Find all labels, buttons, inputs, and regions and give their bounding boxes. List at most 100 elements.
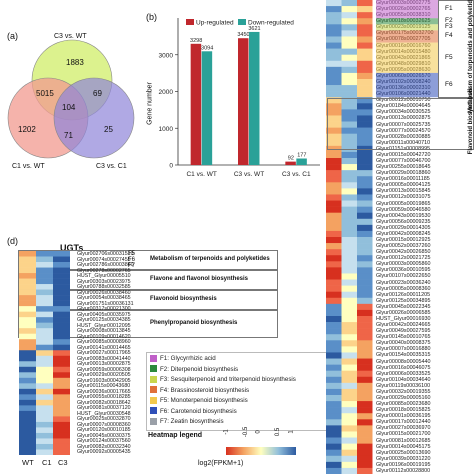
- ugt-gene-label: Glyur00303s00023975: [77, 278, 131, 285]
- heatmap-cell: [19, 306, 36, 312]
- heatmap-cell: [326, 164, 342, 171]
- right-box-flavonoid: [327, 98, 474, 150]
- heatmap-cell: [341, 164, 357, 171]
- venn-diagram: [7, 39, 135, 159]
- right-gene-label: Glyur00059s00046580: [376, 206, 431, 213]
- right-gene-label: Glyur00042s00026850: [376, 249, 431, 256]
- heatmap-cell: [36, 295, 53, 301]
- right-gene-label: Glyur00015s00012925: [376, 237, 431, 243]
- heatmap-cell: [341, 200, 357, 207]
- heatmap-cell: [19, 278, 36, 285]
- heatmap-cell: [341, 419, 357, 426]
- group-label-terpenoids: Metabolism of terpenoids and polyketides: [150, 256, 270, 262]
- venn-count-c3wt-c3c1: 69: [93, 89, 102, 98]
- heatmap-cell: [326, 285, 342, 292]
- heatmap-cell: [53, 295, 70, 301]
- right-gene-label: Glyur00018s00015825: [376, 407, 431, 414]
- heatmap-cell: [341, 425, 357, 432]
- heatmap-cell: [341, 364, 357, 371]
- heatmap-cell: [36, 278, 53, 285]
- heatmap-cell: [53, 421, 70, 428]
- heatmap-cell: [19, 262, 36, 268]
- heatmap-cell: [53, 449, 70, 455]
- heatmap-cell: [357, 182, 373, 189]
- heatmap-cell: [53, 372, 70, 379]
- heatmap-cell: [326, 419, 342, 426]
- function-legend-tag: F2:: [160, 365, 171, 373]
- heatmap-cell: [36, 410, 53, 417]
- heatmap-legend-tick: -0.5: [242, 426, 249, 438]
- bar: [249, 31, 260, 165]
- heatmap-cell: [341, 328, 357, 335]
- heatmap-cell: [341, 376, 357, 384]
- heatmap-cell: [36, 311, 53, 318]
- heatmap-cell: [326, 24, 342, 31]
- heatmap-cell: [326, 158, 342, 165]
- bar: [190, 43, 202, 165]
- heatmap-cell: [36, 388, 53, 395]
- heatmap-cell: [326, 127, 342, 134]
- heatmap-cell: [19, 449, 36, 455]
- heatmap-cell: [326, 188, 342, 195]
- bar-value-label: 92: [288, 156, 294, 162]
- heatmap-cell: [357, 91, 373, 98]
- right-gene-label: Glyur00013s00015845: [376, 188, 431, 195]
- heatmap-cell: [36, 344, 53, 351]
- heatmap-cell: [53, 306, 70, 312]
- venn-count-only-c1wt: 1202: [18, 125, 36, 134]
- heatmap-cell: [326, 212, 342, 220]
- heatmap-cell: [341, 388, 357, 396]
- ugt-gene-label: Glyur00082s00018642: [77, 399, 131, 406]
- heatmap-cell: [326, 182, 342, 189]
- right-gene-label: Glyur00042s00008245: [376, 230, 431, 237]
- heatmap-cell: [36, 322, 53, 329]
- function-legend-label: Brassinosteroid biosynthesis: [170, 386, 250, 394]
- right-gene-label: Glyur00104s00034640: [376, 376, 431, 383]
- heatmap-cell: [341, 413, 357, 420]
- heatmap-cell: [357, 158, 373, 165]
- right-gene-label: Glyur00001s00036195: [376, 413, 431, 420]
- heatmap-cell: [53, 251, 70, 257]
- heatmap-cell: [341, 60, 357, 68]
- heatmap-cell: [19, 443, 36, 450]
- right-gene-label: Glyur00029s00005160: [376, 395, 431, 401]
- ugt-gene-label: Glyur00029s00020505: [77, 372, 131, 379]
- right-gene-label: Glyur00077s00024570: [376, 127, 431, 134]
- heatmap-cell: [357, 340, 373, 347]
- ugt-gene-label: Glyur00055s00018285: [77, 394, 131, 401]
- heatmap-cell: [357, 24, 373, 31]
- heatmap-cell: [357, 455, 373, 463]
- right-function-bars: [376, 0, 438, 98]
- heatmap-cell: [36, 438, 53, 445]
- venn-count-c1wt-c3c1: 71: [64, 131, 73, 140]
- heatmap-cell: [357, 267, 373, 274]
- ugt-heatmap: [19, 251, 70, 455]
- function-legend-label: Zeatin biosynthesis: [170, 418, 224, 425]
- heatmap-cell: [357, 48, 373, 55]
- heatmap-cell: [341, 230, 357, 238]
- heatmap-cell: [326, 431, 342, 438]
- heatmap-cell: [341, 352, 357, 359]
- heatmap-cell: [326, 176, 342, 183]
- heatmap-cell: [326, 30, 342, 37]
- bar-legend-label: Up-regulated: [196, 20, 234, 27]
- heatmap-cell: [357, 42, 373, 49]
- heatmap-cell: [326, 340, 342, 347]
- heatmap-cell: [357, 200, 373, 207]
- heatmap-cell: [53, 388, 70, 395]
- ugt-gene-label: Glyur00788s00032585: [77, 284, 131, 291]
- ugt-col-c3: C3: [58, 458, 68, 467]
- right-gene-label: Glyur00006s00033525: [376, 370, 431, 377]
- heatmap-cell: [341, 273, 357, 280]
- ugt-gene-label: Glyur00036s00017665: [77, 388, 131, 395]
- function-bar: [376, 42, 438, 73]
- panel-b-letter: (b): [146, 12, 157, 22]
- heatmap-cell: [36, 339, 53, 346]
- heatmap-legend-ticks: -1 -0.5 0 0.5 1: [222, 425, 300, 447]
- function-legend-swatch: [150, 375, 157, 383]
- right-heatmap: [326, 0, 373, 474]
- heatmap-cell: [19, 328, 36, 335]
- ugt-gene-label: Glyur002706s00031510: [77, 251, 134, 257]
- heatmap-cell: [326, 401, 342, 408]
- right-gene-label: Glyur00016s00046075: [376, 364, 431, 371]
